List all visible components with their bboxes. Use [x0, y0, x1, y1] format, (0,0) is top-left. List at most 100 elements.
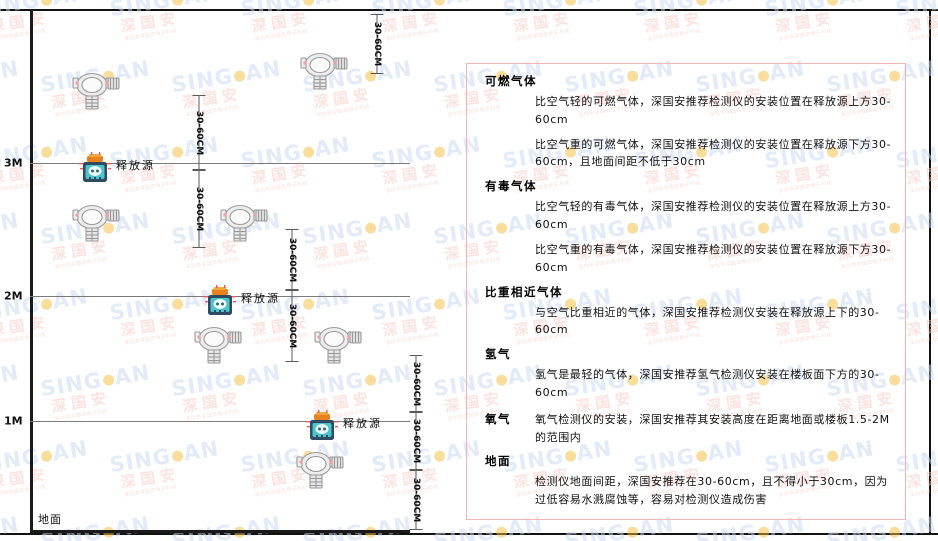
dimension-label: 30-60CM — [287, 303, 297, 349]
guidelines-list: 可燃气体 比空气轻的可燃气体，深国安推荐检测仪的安装位置在释放源上方30-60cm… — [485, 73, 893, 509]
gas-detector — [190, 322, 244, 372]
release-source-icon — [204, 285, 236, 315]
ground-label: 地面 — [38, 513, 62, 526]
dimension-label: 30-60CM — [372, 21, 382, 67]
guideline-heading: 可燃气体 — [485, 74, 537, 88]
gas-detector — [68, 68, 122, 118]
gas-detector — [296, 48, 350, 98]
gas-detector — [216, 200, 270, 250]
release-source-icon — [306, 410, 338, 440]
watermark-tiny: 深圳市深国安电子科技 — [123, 180, 178, 195]
vertical-axis — [30, 11, 33, 532]
watermark-sub: 深国安 — [0, 464, 51, 492]
gas-detector-icon — [220, 204, 268, 242]
guideline-text: 氢气是最轻的气体，深国安推荐氢气检测仪安装在楼板面下方的30-60cm — [535, 368, 880, 399]
release-source-label: 释放源 — [343, 417, 382, 430]
watermark-tiny: 深圳市深国安电子科技 — [123, 28, 178, 43]
watermark-sub: 深国安 — [312, 236, 375, 264]
watermark-sub: 深国安 — [643, 8, 706, 36]
ground-axis — [30, 530, 410, 533]
dimension-label: 30-60CM — [194, 110, 204, 155]
watermark-sub: 深国安 — [381, 8, 444, 36]
watermark-tiny: 深圳市深国安电子科技 — [0, 332, 47, 347]
gas-detector — [68, 200, 122, 250]
release-source-icon — [79, 152, 111, 182]
release-source — [203, 285, 239, 325]
watermark-sub: 深国安 — [0, 78, 31, 112]
guideline-text: 比空气轻的有毒气体，深国安推荐检测仪的安装位置在释放源上方30-60cm — [535, 200, 892, 232]
watermark-tiny: 深圳市深国安电子科技 — [54, 256, 109, 271]
watermark-sub: 深国安 — [50, 388, 113, 416]
guideline-text: 比空气重的有毒气体，深国安推荐检测仪的安装位置在释放源下方30-60cm — [535, 242, 892, 274]
gas-detector-icon — [300, 52, 348, 90]
watermark-sub: 深国安 — [0, 8, 51, 36]
guideline-heading: 氢气 — [485, 347, 511, 362]
guidelines-panel: 可燃气体 比空气轻的可燃气体，深国安推荐检测仪的安装位置在释放源上方30-60cm… — [466, 63, 906, 520]
watermark-tiny: 深圳市深国安电子科技 — [316, 104, 371, 119]
level-line-3m — [30, 163, 410, 164]
watermark-tiny: 深圳市深国安电子科技 — [54, 408, 109, 423]
release-source — [305, 410, 341, 450]
watermark-tiny: 深圳市深国安电子科技 — [254, 180, 309, 195]
watermark-tiny: 深圳市深国安电子科技 — [316, 256, 371, 271]
dimension-label: 30-60CM — [411, 418, 421, 464]
watermark-tiny: 深圳市深国安电子科技 — [0, 95, 32, 119]
release-source — [78, 152, 114, 192]
dimension-marker: 30-60CM — [186, 170, 212, 248]
gas-detector-icon — [194, 326, 242, 364]
dimension-marker: 30-60CM — [403, 470, 429, 530]
watermark-sub: 深国安 — [0, 382, 31, 416]
dimension-label: 30-60CM — [194, 186, 204, 232]
dimension-label: 30-60CM — [411, 361, 421, 406]
dimension-marker: 30-60CM — [403, 355, 429, 412]
guideline-text: 与空气比重相近的气体，深国安推荐检测仪安装在释放源上下的30-60cm — [535, 305, 880, 337]
frame-bottom-border — [0, 533, 938, 535]
watermark-sub: 深国安 — [774, 8, 837, 36]
watermark-tiny: 深圳市深国安电子科技 — [516, 28, 571, 43]
guideline-text: 氧气检测仪的安装，深国安推荐其安装高度在距离地面或楼板1.5-2M的范围内 — [535, 412, 890, 444]
watermark-tiny: 深圳市深国安电子科技 — [185, 408, 240, 423]
watermark-tiny: 深圳市深国安电子科技 — [385, 28, 440, 43]
watermark-sub: 深国安 — [0, 230, 31, 264]
watermark-tiny: 深圳市深国安电子科技 — [909, 332, 938, 347]
watermark-tiny: 深圳市深国安电子科技 — [0, 484, 47, 499]
watermark-sub: 深国安 — [0, 312, 51, 340]
watermark-tiny: 深圳市深国安电子科技 — [778, 28, 833, 43]
watermark-sub: 深国安 — [905, 464, 938, 492]
watermark-tiny: 深圳市深国安电子科技 — [909, 484, 938, 499]
gas-detector — [292, 447, 346, 497]
watermark-tiny: 深圳市深国安电子科技 — [909, 28, 938, 43]
guideline-text: 检测仪地面间距，深国安推荐在30-60cm，且不得小于30cm，因为过低容易水溅… — [535, 475, 888, 507]
watermark-sub: 深国安 — [119, 8, 182, 36]
watermark-sub: 深国安 — [250, 160, 313, 188]
watermark-sub: 深国安 — [905, 160, 938, 188]
watermark-sub: 深国安 — [181, 388, 244, 416]
frame-right-border — [929, 9, 931, 535]
guideline-heading: 比重相近气体 — [485, 284, 563, 299]
level-label-2m: 2M — [4, 289, 23, 303]
guideline-section: 氧气 氧气检测仪的安装，深国安推荐其安装高度在距离地面或楼板1.5-2M的范围内 — [485, 411, 893, 447]
watermark-tiny: 深圳市深国安电子科技 — [254, 28, 309, 43]
frame-top-border — [0, 9, 938, 11]
guideline-heading: 地面 — [485, 454, 511, 469]
